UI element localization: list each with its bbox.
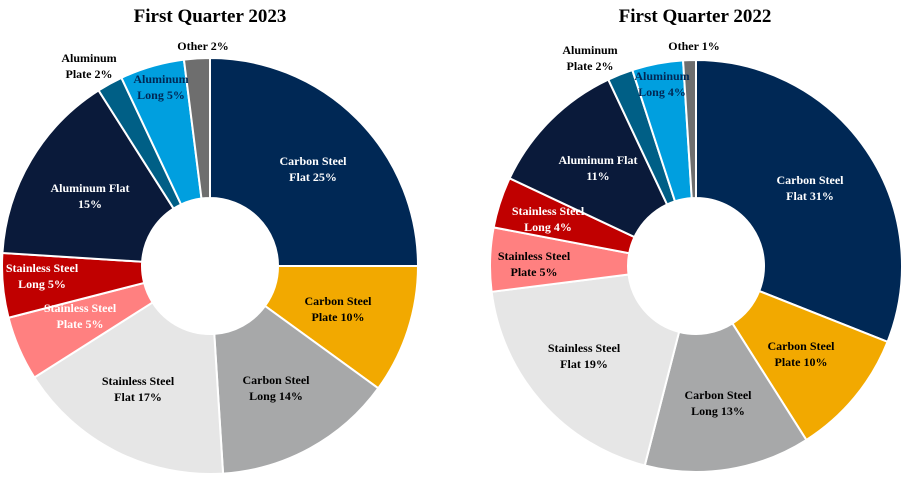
slice-label-other: Other 2% (177, 39, 228, 53)
slice-other (182, 56, 211, 200)
slice-label-aluminum-long: Aluminum Long 4% (634, 69, 689, 99)
slice-label-carbon-steel-plate: Carbon Steel Plate 10% (768, 339, 836, 369)
slice-carbon-steel-long (643, 322, 808, 473)
slice-label-carbon-steel-long: Carbon Steel Long 14% (243, 373, 311, 403)
slice-label-aluminum-flat: Aluminum Flat 15% (50, 181, 129, 211)
slice-aluminum-flat (508, 78, 669, 239)
slice-label-stainless-steel-plate: Stainless Steel Plate 5% (498, 249, 571, 279)
slice-label-stainless-steel-flat: Stainless Steel Flat 17% (102, 374, 175, 404)
slice-label-stainless-steel-long: Stainless Steel Long 5% (6, 261, 79, 291)
slice-label-other: Other 1% (668, 39, 719, 53)
slice-stainless-steel-flat (32, 301, 225, 475)
slice-label-stainless-steel-plate: Stainless Steel Plate 5% (44, 301, 117, 331)
chart-title-2023: First Quarter 2023 (134, 6, 287, 27)
slice-carbon-steel-flat (695, 58, 903, 344)
slice-aluminum-flat (1, 88, 175, 263)
slice-stainless-steel-flat (490, 273, 681, 467)
slice-label-carbon-steel-long: Carbon Steel Long 13% (685, 388, 753, 418)
donut-chart-0: Carbon Steel Flat 25% Carbon Steel Plate 10… (1, 39, 420, 475)
slice-label-aluminum-plate: Aluminum Plate 2% (61, 51, 116, 81)
slice-label-carbon-steel-plate: Carbon Steel Plate 10% (305, 294, 373, 324)
slice-label-aluminum-flat: Aluminum Flat 11% (558, 153, 637, 183)
donut-chart-1: Carbon Steel Flat 31% Carbon Steel Plate 10… (489, 39, 903, 473)
slice-label-stainless-steel-long: Stainless Steel Long 4% (512, 204, 585, 234)
slice-label-stainless-steel-flat: Stainless Steel Flat 19% (548, 341, 621, 371)
slice-label-carbon-steel-flat: Carbon Steel Flat 25% (280, 154, 348, 184)
slice-label-aluminum-long: Aluminum Long 5% (133, 72, 188, 102)
chart-title-2022: First Quarter 2022 (619, 6, 772, 27)
slice-carbon-steel-long (213, 304, 380, 475)
slice-other (682, 58, 697, 200)
slice-label-carbon-steel-flat: Carbon Steel Flat 31% (777, 173, 845, 203)
slice-label-aluminum-plate: Aluminum Plate 2% (562, 43, 617, 73)
slice-carbon-steel-flat (209, 56, 420, 267)
